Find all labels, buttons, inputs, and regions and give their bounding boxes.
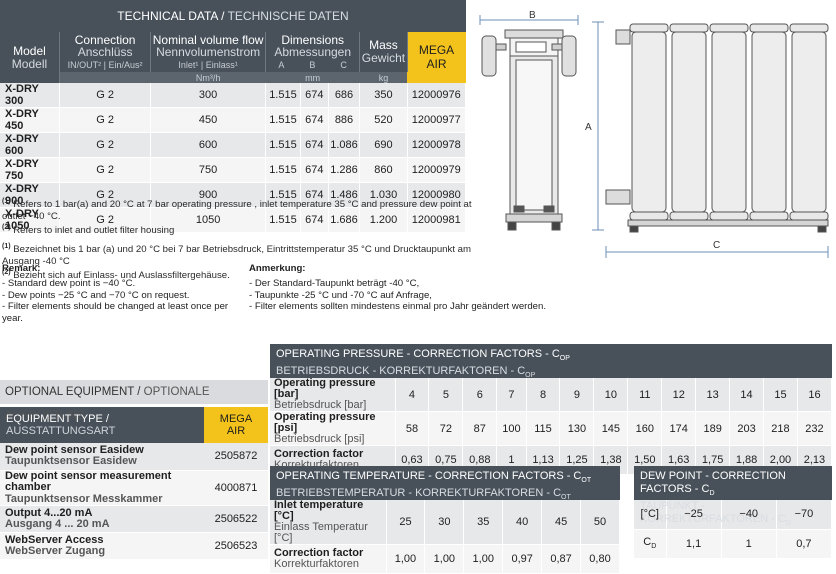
dewpoint-title: DEW POINT - CORRECTION FACTORS - CD TAUP…: [634, 466, 832, 527]
equipment-row: Dew point sensor measurement chamber Taup…: [0, 470, 268, 507]
equipment-row: WebServer Access WebServer Zugang 2506523: [0, 532, 268, 561]
temperature-title: OPERATING TEMPERATURE - CORRECTION FACTO…: [270, 466, 620, 501]
dewpoint-temp-row: [°C] −25 −40 −70: [634, 500, 833, 530]
dim-unit: mm: [265, 72, 360, 83]
remark-en: Remark: - Standard dew point is −40 °C. …: [2, 263, 242, 324]
flow-unit: Nm³/h: [150, 72, 266, 83]
temperature-table: Inlet temperature [°C] Einlass Temperatur…: [270, 500, 620, 574]
front-view-drawing: [479, 15, 579, 231]
col-connection: Connection Anschlüss IN/OUT² | Ein/Aus²: [59, 32, 152, 72]
side-view-drawing: [605, 23, 829, 233]
footnote-de-2: (2) Bezieht sich auf Einlass- und Auslas…: [2, 269, 230, 282]
equipment-row: Output 4...20 mA Ausgang 4 ... 20 mA 25065…: [0, 505, 268, 534]
anmerkung-line: - Taupunkte -25 °C und -70 °C auf Anfrag…: [249, 289, 432, 301]
remark-de: Anmerkung: - Der Standard-Taupunkt beträ…: [249, 263, 549, 313]
dryer-drawing: B A C: [479, 10, 829, 258]
footnote-en-1: (1) Refers to 1 bar(a) and 20 °C at 7 ba…: [2, 198, 472, 222]
technical-data-section: TECHNICAL DATA / TECHNISCHE DATEN Model M…: [0, 0, 467, 233]
temperature-row: Inlet temperature [°C] Einlass Temperatur…: [270, 500, 620, 545]
pressure-psi-row: Operating pressure [psi] Betriebsdruck [p…: [270, 411, 833, 446]
optional-equipment-title: OPTIONAL EQUIPMENT / OPTIONALE AUSRÜSTUN…: [0, 380, 268, 422]
remark-line: - Dew points −25 °C and −70 °C on reques…: [2, 289, 190, 301]
dewpoint-section: DEW POINT - CORRECTION FACTORS - CD TAUP…: [634, 466, 833, 559]
table-row: X-DRY 750 G 2 750 1.515 674 1.286 860 12000979: [0, 157, 467, 183]
title-en: TECHNICAL DATA: [117, 9, 218, 23]
equipment-type-header: EQUIPMENT TYPE / AUSSTATTUNGSART: [0, 407, 204, 443]
optional-equipment-section: OPTIONAL EQUIPMENT / OPTIONALE AUSRÜSTUN…: [0, 380, 268, 561]
dimension-c-line: [605, 246, 829, 258]
remark-line: - Filter elements should be changed at l…: [2, 301, 229, 324]
anmerkung-line: - Der Standard-Taupunkt beträgt -40 °C,: [249, 278, 420, 289]
footnote-de-1: (1) Bezeichnet bis 1 bar (a) und 20 °C b…: [2, 242, 471, 267]
pressure-table: Operating pressure [bar] Betriebsdruck [b…: [270, 378, 833, 475]
pressure-bar-row: Operating pressure [bar] Betriebsdruck [b…: [270, 378, 833, 412]
col-mega-air: MEGA AIR: [407, 32, 466, 83]
label-a: A: [585, 122, 592, 133]
pressure-section: OPERATING PRESSURE - CORRECTION FACTORS …: [270, 344, 833, 475]
anmerkung-line: - Filter elements sollten mindestens ein…: [249, 301, 547, 312]
conn-unit: [59, 72, 151, 83]
technical-data-title: TECHNICAL DATA / TECHNISCHE DATEN: [0, 0, 466, 32]
table-row: X-DRY 900 G 2 900 1.515 674 1.486 1.030 1200098…: [0, 182, 467, 208]
table-row: X-DRY 1050 G 2 1050 1.515 674 1.686 1.200 12000…: [0, 207, 467, 233]
col-mass: Mass Gewicht: [359, 32, 408, 72]
col-model: Model Modell: [0, 32, 60, 83]
table-row: X-DRY 300 G 2 300 1.515 674 686 350 12000976: [0, 83, 467, 108]
footnotes: (1) Refers to 1 bar(a) and 20 °C at 7 ba…: [2, 196, 492, 282]
title-de: TECHNISCHE DATEN: [227, 9, 349, 23]
table-row: X-DRY 450 G 2 450 1.515 674 886 520 12000977: [0, 107, 467, 133]
table-row: X-DRY 600 G 2 600 1.515 674 1.086 690 12000978: [0, 132, 467, 158]
dewpoint-factor-row: CD 1,1 1 0,7: [634, 529, 833, 559]
pressure-title: OPERATING PRESSURE - CORRECTION FACTORS …: [270, 344, 832, 379]
footnote-en-2: (2) Refers to inlet and outlet filter ho…: [2, 224, 175, 237]
remark-title: Remark:: [2, 263, 41, 274]
label-b: B: [529, 10, 536, 21]
technical-data-table: Model Modell Connection Anschlüss IN/OUT² …: [0, 32, 467, 233]
anmerkung-title: Anmerkung:: [249, 263, 306, 274]
remark-line: - Standard dew point is −40 °C.: [2, 278, 136, 289]
equipment-row: Dew point sensor Easidew Taupunktsensor E…: [0, 443, 268, 471]
dimension-a-line: [592, 21, 604, 231]
col-flow: Nominal volume flow Nennvolumenstrom Inle…: [150, 32, 266, 72]
mega-air-header: MEGA AIR: [204, 407, 268, 443]
temperature-factor-row: Correction factor Korrekturfaktoren 1,00 1…: [270, 544, 620, 574]
mass-unit: kg: [359, 72, 408, 83]
dewpoint-table: [°C] −25 −40 −70 CD 1,1 1 0,7: [634, 500, 833, 559]
temperature-section: OPERATING TEMPERATURE - CORRECTION FACTO…: [270, 466, 620, 574]
label-c: C: [713, 240, 720, 251]
optional-equipment-table: EQUIPMENT TYPE / AUSSTATTUNGSART MEGA AIR…: [0, 407, 268, 561]
